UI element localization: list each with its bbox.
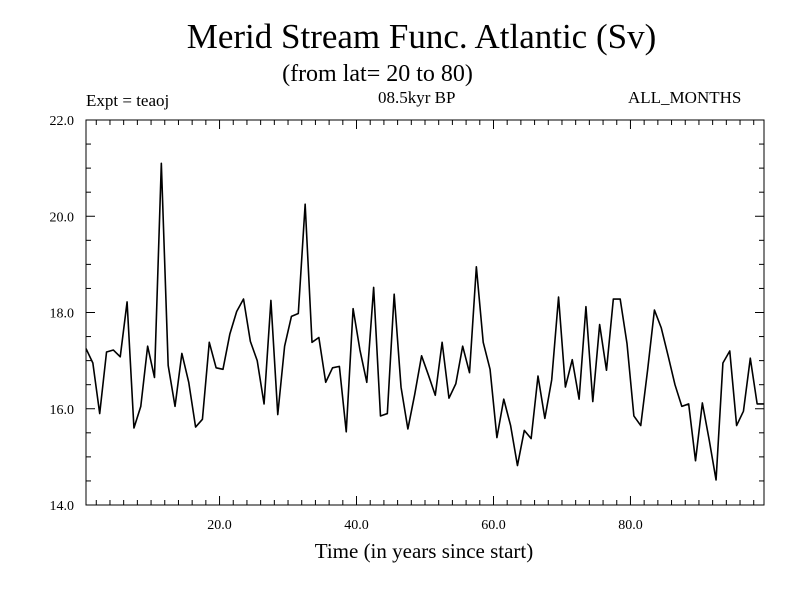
series-line [85,162,764,481]
chart-subtitle: (from lat= 20 to 80) [282,61,473,87]
x-tick-label: 60.0 [481,518,506,533]
x-axis-title: Time (in years since start) [314,539,534,563]
y-tick-label: 14.0 [50,499,75,514]
x-tick-label: 80.0 [618,518,643,533]
experiment-label: Expt = teaoj [86,91,170,110]
x-tick-label: 40.0 [344,518,369,533]
y-tick-label: 22.0 [50,114,75,129]
y-tick-label: 18.0 [50,307,75,322]
y-tick-label: 20.0 [50,210,75,225]
y-tick-label: 16.0 [50,403,75,418]
plot-frame [85,119,765,506]
x-tick-label: 20.0 [207,518,232,533]
chart-title: Merid Stream Func. Atlantic (Sv) [186,17,657,56]
months-label: ALL_MONTHS [628,88,742,107]
era-label: 08.5kyr BP [378,88,456,107]
